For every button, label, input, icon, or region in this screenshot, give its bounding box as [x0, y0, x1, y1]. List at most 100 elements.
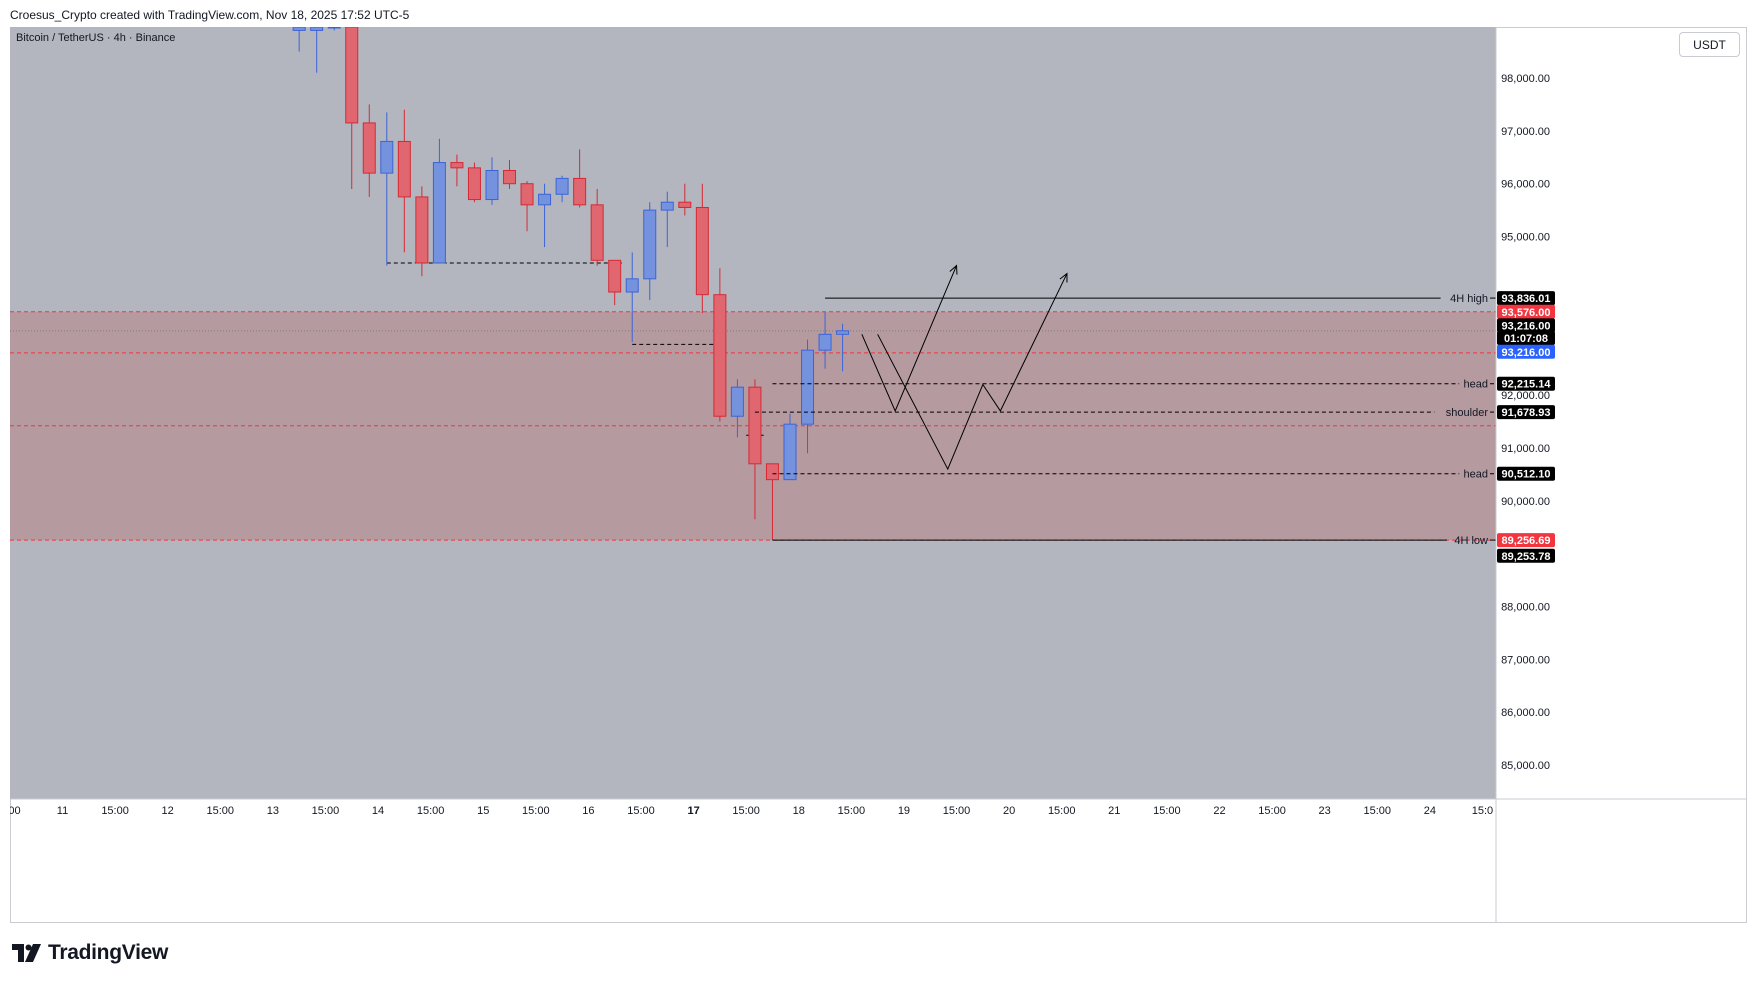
candle[interactable]	[362, 104, 376, 197]
candle[interactable]	[450, 154, 464, 187]
candle[interactable]	[748, 379, 762, 520]
time-tick-label: 20	[1003, 805, 1015, 817]
time-tick-label: 12	[162, 805, 174, 817]
candle[interactable]	[643, 202, 657, 300]
time-tick-label: 15:00	[1258, 805, 1286, 817]
price-tag-background	[1497, 466, 1555, 481]
candle[interactable]	[765, 463, 779, 541]
price-tag: 93,836.01	[1497, 291, 1555, 306]
price-tag-label: 01:07:08	[1504, 333, 1548, 345]
price-tick-label: 87,000.00	[1501, 654, 1550, 666]
candle[interactable]	[503, 159, 517, 189]
candle[interactable]	[801, 339, 815, 454]
price-tag-label: 89,256.69	[1502, 535, 1551, 547]
candle[interactable]	[590, 188, 604, 266]
chart-credit-header: Croesus_Crypto created with TradingView.…	[10, 8, 410, 22]
candle[interactable]	[678, 183, 692, 216]
candle[interactable]	[608, 259, 622, 306]
candle[interactable]	[836, 323, 850, 372]
candle-body	[555, 177, 569, 195]
candle[interactable]	[432, 138, 446, 264]
candle-body	[503, 169, 517, 185]
projection-arrowhead	[1059, 272, 1068, 283]
time-tick-label: 15:00	[838, 805, 866, 817]
time-tick-label: 15:00	[312, 805, 340, 817]
price-tag: 01:07:08	[1497, 331, 1555, 346]
time-tick-label: 15	[477, 805, 489, 817]
price-tag-label: 93,216.00	[1502, 320, 1551, 332]
candle-body	[292, 27, 306, 31]
candle[interactable]	[380, 112, 394, 266]
candle[interactable]	[345, 27, 359, 189]
price-tag-label: 92,215.14	[1502, 379, 1552, 391]
candle[interactable]	[538, 183, 552, 248]
candle-body	[362, 122, 376, 174]
candle-body	[432, 162, 446, 264]
candle[interactable]	[573, 149, 587, 208]
candle-body	[538, 193, 552, 206]
candle[interactable]	[555, 175, 569, 203]
price-tag-background	[1497, 344, 1555, 359]
candle[interactable]	[485, 157, 499, 205]
price-tag-label: 93,576.00	[1502, 307, 1551, 319]
time-tick-label: 15:00	[1153, 805, 1181, 817]
time-tick-label: 5:00	[10, 805, 21, 817]
candle[interactable]	[730, 379, 744, 438]
price-tag-label: 91,678.93	[1502, 407, 1551, 419]
time-tick-label: 15:00	[627, 805, 655, 817]
candle[interactable]	[292, 27, 306, 52]
price-chart[interactable]: 4H high head shoulder head 4H low 85,000.00 8…	[10, 27, 1747, 923]
candle[interactable]	[625, 252, 639, 343]
candle-body	[801, 349, 815, 425]
price-tick-label: 95,000.00	[1501, 232, 1550, 244]
candle-body	[713, 294, 727, 417]
time-tick-label: 15:00	[1048, 805, 1076, 817]
price-tag: 91,678.93	[1497, 405, 1555, 420]
candle-body	[345, 27, 359, 124]
time-tick-label: 24	[1424, 805, 1436, 817]
candle[interactable]	[660, 191, 674, 248]
time-tick-label: 18	[793, 805, 805, 817]
candle-body	[748, 386, 762, 465]
candle[interactable]	[397, 109, 411, 253]
projection-path	[861, 265, 957, 413]
candle[interactable]	[695, 183, 709, 314]
candle-body	[520, 183, 534, 206]
time-tick-label: 16	[582, 805, 594, 817]
candle-body	[625, 278, 639, 293]
candle[interactable]	[818, 311, 832, 369]
candle-body	[695, 206, 709, 296]
time-tick-label: 11	[57, 805, 68, 817]
price-tag-label: 93,216.00	[1502, 347, 1551, 359]
price-tag-background	[1497, 331, 1555, 346]
candle[interactable]	[467, 162, 481, 203]
candle-body	[415, 196, 429, 264]
level-label: head	[1464, 379, 1488, 391]
candle[interactable]	[783, 413, 797, 481]
level-label: head	[1464, 469, 1488, 481]
currency-unit-button[interactable]: USDT	[1679, 32, 1740, 57]
price-tag-background	[1497, 291, 1555, 306]
price-tick-label: 85,000.00	[1501, 760, 1550, 772]
candle[interactable]	[327, 27, 341, 31]
time-tick-label: 15:00	[417, 805, 445, 817]
candle[interactable]	[310, 27, 324, 73]
projection-arrowhead	[949, 264, 958, 275]
candle-body	[573, 177, 587, 206]
price-tag: 90,512.10	[1497, 466, 1555, 481]
candle-body	[310, 27, 324, 31]
price-tick-label: 91,000.00	[1501, 443, 1550, 455]
candle[interactable]	[520, 181, 534, 232]
price-tag-label: 93,836.01	[1502, 293, 1551, 305]
price-tick-label: 98,000.00	[1501, 73, 1550, 85]
tradingview-logo[interactable]: TradingView	[12, 940, 168, 966]
candle-body	[818, 333, 832, 351]
candle-body	[608, 259, 622, 293]
candle[interactable]	[415, 186, 429, 277]
time-tick-label: 19	[898, 805, 910, 817]
candle-body	[836, 330, 850, 335]
projection-path	[877, 273, 1068, 471]
candle[interactable]	[713, 268, 727, 422]
time-tick-label: 14	[372, 805, 384, 817]
time-tick-label: 23	[1319, 805, 1331, 817]
